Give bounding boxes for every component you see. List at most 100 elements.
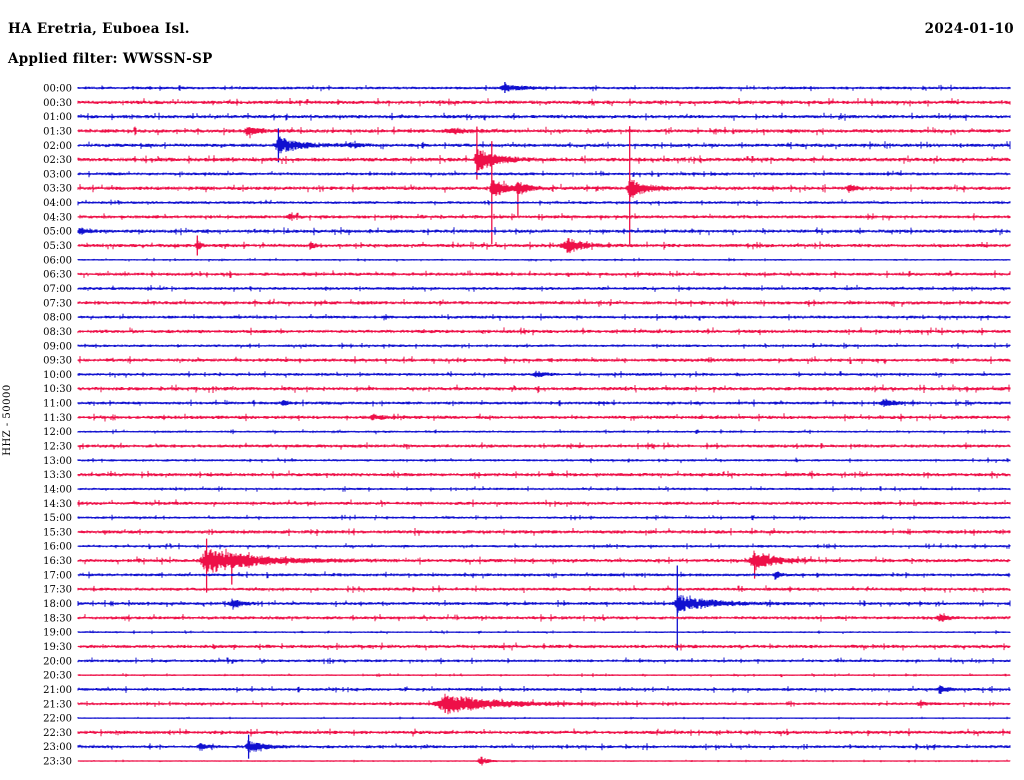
row-time-label: 20:00 [43, 656, 72, 667]
trace-row: 10:00 [43, 370, 1011, 381]
row-time-label: 03:00 [43, 169, 72, 180]
trace-waveform [77, 327, 1011, 336]
trace-waveform [77, 499, 1011, 507]
trace-waveform [77, 685, 1011, 694]
date-label: 2024-01-10 [924, 21, 1014, 37]
trace-waveform [77, 613, 1011, 622]
row-time-label: 19:30 [43, 642, 72, 653]
row-time-label: 17:00 [43, 570, 72, 581]
trace-row: 10:30 [43, 384, 1011, 395]
trace-row: 15:30 [43, 527, 1011, 538]
trace-waveform [77, 740, 1011, 753]
trace-row: 00:00 [43, 82, 1011, 95]
trace-waveform [77, 571, 1011, 580]
row-time-label: 10:30 [43, 384, 72, 395]
trace-row: 12:00 [43, 427, 1011, 438]
trace-waveform [77, 642, 1011, 651]
trace-row: 03:00 [43, 169, 1011, 180]
trace-row: 13:00 [43, 456, 1011, 467]
row-time-label: 00:00 [43, 84, 72, 95]
trace-row: 04:30 [43, 212, 1011, 223]
row-time-label: 14:00 [43, 485, 72, 496]
row-time-label: 06:00 [43, 255, 72, 266]
trace-waveform [77, 136, 1011, 154]
row-time-label: 16:30 [43, 556, 72, 567]
trace-row: 05:00 [43, 227, 1011, 238]
trace-waveform [77, 257, 1011, 262]
row-time-label: 04:00 [43, 198, 72, 209]
row-time-label: 19:00 [43, 628, 72, 639]
row-time-label: 00:30 [43, 98, 72, 109]
trace-row: 00:30 [43, 98, 1011, 109]
trace-waveform [77, 356, 1011, 365]
row-time-label: 14:30 [43, 499, 72, 510]
trace-row: 21:00 [43, 685, 1011, 696]
row-time-label: 21:30 [43, 699, 72, 710]
trace-waveform [77, 270, 1011, 278]
applied-filter-label: Applied filter: WWSSN-SP [8, 51, 213, 67]
trace-waveform [77, 126, 1011, 139]
row-time-label: 23:30 [43, 757, 72, 768]
row-time-label: 08:30 [43, 327, 72, 338]
trace-waveform [77, 413, 1011, 422]
channel-scale-label: HHZ - 50000 [2, 384, 13, 456]
trace-row: 23:30 [43, 756, 1011, 768]
trace-row: 19:30 [43, 642, 1011, 653]
trace-waveform [77, 514, 1011, 521]
trace-row: 20:00 [43, 656, 1011, 667]
trace-waveform [77, 527, 1011, 536]
trace-row: 17:00 [43, 570, 1011, 581]
trace-row: 13:30 [43, 470, 1011, 481]
trace-waveform [77, 595, 1011, 613]
trace-row: 02:00 [43, 128, 1011, 163]
trace-row: 16:30 [43, 538, 1011, 593]
row-time-label: 13:30 [43, 470, 72, 481]
trace-row: 17:30 [43, 585, 1011, 596]
row-time-label: 05:00 [43, 227, 72, 238]
row-time-label: 07:30 [43, 298, 72, 309]
row-time-label: 01:00 [43, 112, 72, 123]
row-time-label: 06:30 [43, 270, 72, 281]
row-time-label: 22:00 [43, 714, 72, 725]
trace-row: 02:30 [43, 126, 1011, 180]
trace-waveform [77, 756, 1011, 766]
row-time-label: 05:30 [43, 241, 72, 252]
trace-row: 06:00 [43, 255, 1011, 266]
trace-row: 18:00 [43, 565, 1011, 651]
trace-row: 04:00 [43, 198, 1011, 209]
trace-row: 07:30 [43, 298, 1011, 309]
trace-waveform [77, 457, 1011, 464]
trace-waveform [77, 313, 1011, 321]
trace-waveform [77, 716, 1011, 720]
trace-row: 18:30 [43, 613, 1011, 624]
trace-waveform [77, 342, 1011, 349]
trace-row: 22:00 [43, 714, 1011, 725]
trace-row: 03:30 [43, 126, 1011, 245]
trace-row: 11:30 [43, 413, 1011, 424]
row-time-label: 12:00 [43, 427, 72, 438]
trace-waveform [77, 673, 1011, 678]
trace-row: 09:30 [43, 356, 1011, 367]
trace-waveform [77, 442, 1011, 450]
row-time-label: 22:30 [43, 728, 72, 739]
trace-waveform [77, 630, 1011, 635]
trace-row: 21:30 [43, 693, 1011, 715]
row-time-label: 02:30 [43, 155, 72, 166]
trace-row: 22:30 [43, 728, 1011, 739]
trace-waveform [77, 370, 1011, 378]
trace-waveform [77, 543, 1011, 550]
row-time-label: 20:30 [43, 671, 72, 682]
trace-waveform [77, 548, 1011, 573]
trace-row: 20:30 [43, 671, 1011, 682]
trace-waveform [77, 227, 1011, 236]
trace-row: 16:00 [43, 542, 1011, 553]
trace-waveform [77, 728, 1011, 737]
row-time-label: 11:00 [43, 399, 72, 410]
trace-waveform [77, 429, 1011, 435]
trace-waveform [77, 284, 1011, 292]
trace-waveform [77, 98, 1011, 107]
trace-row: 05:30 [43, 235, 1011, 256]
row-time-label: 21:00 [43, 685, 72, 696]
row-time-label: 07:00 [43, 284, 72, 295]
